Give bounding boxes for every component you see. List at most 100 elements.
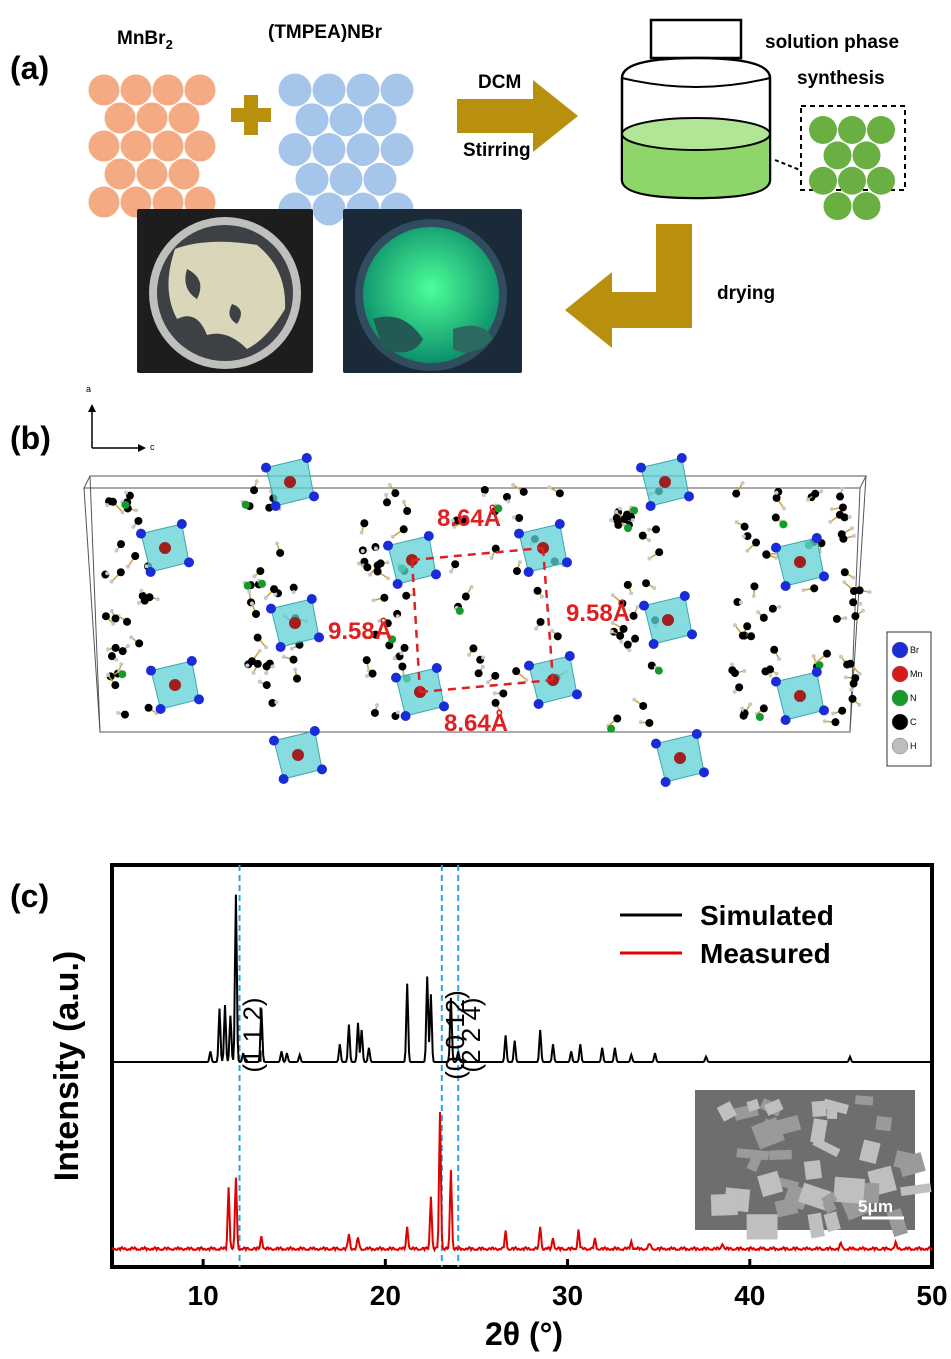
synthesis-label-line1: solution phase xyxy=(765,32,900,53)
nitrogen-atom xyxy=(455,606,464,615)
carbon-atom xyxy=(623,580,632,589)
hydrogen-atom xyxy=(263,595,268,600)
carbon-atom xyxy=(616,631,625,640)
carbon-atom xyxy=(759,704,768,713)
sem-grain xyxy=(769,1149,792,1161)
carbon-atom xyxy=(480,486,489,495)
br-atom xyxy=(423,531,434,541)
carbon-atom xyxy=(762,550,771,559)
mn-atom xyxy=(794,690,806,702)
carbon-atom xyxy=(391,489,400,498)
mnbr2-particle xyxy=(152,130,184,162)
hydrogen-atom xyxy=(629,591,634,596)
hydrogen-atom xyxy=(450,518,455,523)
legend-simulated-text: Simulated xyxy=(700,900,834,931)
mnbr2-particle xyxy=(152,74,184,106)
hydrogen-atom xyxy=(134,508,139,513)
hydrogen-atom xyxy=(392,656,397,661)
tmpea-particle xyxy=(295,162,329,196)
br-atom xyxy=(684,491,694,502)
distance-top: 8.64Å xyxy=(437,505,502,532)
legend-label-c: C xyxy=(910,717,917,727)
br-atom xyxy=(691,729,702,739)
tmpea-particle xyxy=(363,162,397,196)
br-atom xyxy=(676,453,687,463)
hydrogen-atom xyxy=(249,601,254,606)
legend-swatch-c xyxy=(891,713,909,731)
carbon-atom xyxy=(123,617,132,626)
legend-label-mn: Mn xyxy=(910,669,923,679)
carbon-atom xyxy=(647,661,656,670)
hydrogen-atom xyxy=(632,697,637,702)
carbon-atom xyxy=(652,525,661,534)
hydrogen-atom xyxy=(120,510,125,515)
carbon-atom xyxy=(371,630,380,639)
distance-bottom: 8.64Å xyxy=(444,710,509,737)
sem-grain xyxy=(900,1183,932,1197)
reagent1-formula: MnBr xyxy=(117,28,166,49)
hydrogen-atom xyxy=(390,534,395,539)
hydrogen-atom xyxy=(524,677,529,682)
hydrogen-atom xyxy=(109,579,114,584)
mn-atom xyxy=(662,614,674,626)
crystal-structure: Br Mn N C H xyxy=(83,404,932,787)
carbon-atom xyxy=(738,631,747,640)
br-atom xyxy=(562,557,572,568)
hydrogen-atom xyxy=(399,651,404,656)
carbon-atom xyxy=(451,560,460,569)
mn-atom xyxy=(794,556,806,568)
carbon-atom xyxy=(262,662,271,671)
hydrogen-atom xyxy=(363,635,368,640)
carbon-atom xyxy=(125,491,134,500)
carbon-atom xyxy=(642,579,651,588)
carbon-atom xyxy=(836,492,845,501)
mnbr2-particle xyxy=(136,102,168,134)
nitrogen-atom xyxy=(623,524,632,533)
hydrogen-atom xyxy=(745,548,750,553)
hydrogen-atom xyxy=(638,720,643,725)
hydrogen-atom xyxy=(843,616,848,621)
br-atom xyxy=(146,665,156,676)
mnbr2-particle xyxy=(88,186,120,218)
br-atom xyxy=(431,663,442,673)
carbon-atom xyxy=(101,612,110,621)
carbon-atom xyxy=(380,593,389,602)
mn-atom xyxy=(659,476,671,488)
hydrogen-atom xyxy=(114,657,119,662)
mn-atom xyxy=(292,749,304,761)
carbon-atom xyxy=(851,674,860,683)
hydrogen-atom xyxy=(492,691,497,696)
br-atom xyxy=(687,629,697,640)
nitrogen-atom xyxy=(630,506,639,515)
carbon-atom xyxy=(750,582,759,591)
carbon-atom xyxy=(638,531,647,540)
carbon-atom xyxy=(502,492,511,501)
hydrogen-atom xyxy=(828,519,833,524)
carbon-atom xyxy=(655,548,664,557)
br-atom xyxy=(155,704,166,714)
hydrogen-atom xyxy=(106,647,111,652)
br-atom xyxy=(270,501,281,511)
carbon-atom xyxy=(116,568,125,577)
br-atom xyxy=(306,594,317,604)
carbon-atom xyxy=(289,583,298,592)
hydrogen-atom xyxy=(851,575,856,580)
br-atom xyxy=(699,767,709,778)
mn-atom xyxy=(159,542,171,554)
carbon-atom xyxy=(461,592,470,601)
hydrogen-atom xyxy=(486,680,491,685)
carbon-atom xyxy=(262,681,271,690)
carbon-atom xyxy=(631,634,640,643)
sem-grain xyxy=(798,1182,832,1211)
br-atom xyxy=(819,571,829,582)
carbon-atom xyxy=(368,669,377,678)
hydrogen-atom xyxy=(273,592,278,597)
x-tick-label: 10 xyxy=(188,1280,219,1311)
hydrogen-atom xyxy=(627,648,632,653)
carbon-atom xyxy=(772,493,781,502)
hydrogen-atom xyxy=(838,654,843,659)
drying-label: drying xyxy=(717,283,776,304)
sem-grain xyxy=(812,1137,841,1157)
plot-frame xyxy=(110,863,934,1269)
sem-grain xyxy=(826,1109,838,1120)
